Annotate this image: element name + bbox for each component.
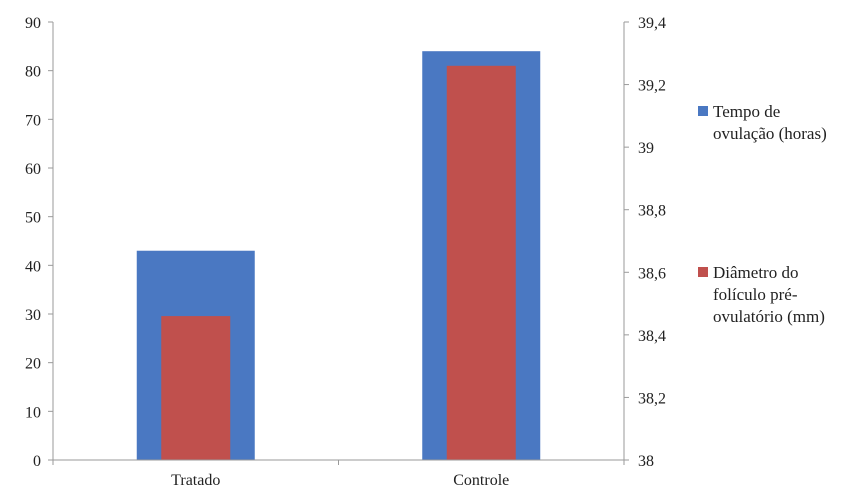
left-tick-label: 60: [25, 161, 41, 178]
category-label-1: Controle: [453, 472, 509, 489]
right-tick-label: 38: [638, 453, 654, 470]
left-tick-label: 20: [25, 356, 41, 373]
legend-item-tempo-ovulacao: Tempo de ovulação (horas): [698, 101, 858, 145]
legend-swatch-blue: [698, 106, 708, 116]
legend-label-diametro-foliculo: Diâmetro do folículo pré- ovulatório (mm…: [713, 263, 825, 326]
left-tick-label: 90: [25, 15, 41, 32]
left-tick-label: 40: [25, 258, 41, 275]
right-tick-label: 38,2: [638, 390, 666, 407]
right-tick-label: 39,4: [638, 15, 666, 32]
legend-label-tempo-ovulacao: Tempo de ovulação (horas): [713, 102, 827, 143]
left-tick-label: 30: [25, 307, 41, 324]
right-tick-label: 38,6: [638, 265, 666, 282]
secondary-bars: [161, 65, 516, 461]
left-tick-label: 70: [25, 112, 41, 129]
right-tick-label: 39,2: [638, 78, 666, 95]
left-tick-label: 0: [33, 453, 41, 470]
left-tick-label: 10: [25, 404, 41, 421]
x-axis-ticks: Tratado Controle: [52, 460, 625, 489]
legend-item-diametro-foliculo: Diâmetro do folículo pré- ovulatório (mm…: [698, 262, 858, 328]
left-axis-ticks: 0 10 20 30 40 50 60 70 80 90: [25, 15, 53, 470]
right-tick-label: 38,4: [638, 328, 666, 345]
right-axis-ticks: 38 38,2 38,4 38,6 38,8 39 39,2 39,4: [624, 15, 666, 470]
right-tick-label: 39: [638, 140, 654, 157]
category-label-0: Tratado: [171, 472, 220, 489]
legend-swatch-red: [698, 267, 708, 277]
right-tick-label: 38,8: [638, 203, 666, 220]
left-tick-label: 80: [25, 64, 41, 81]
bar-diametro-foliculo-1: [446, 65, 516, 461]
bar-diametro-foliculo-0: [161, 316, 231, 460]
left-tick-label: 50: [25, 210, 41, 227]
